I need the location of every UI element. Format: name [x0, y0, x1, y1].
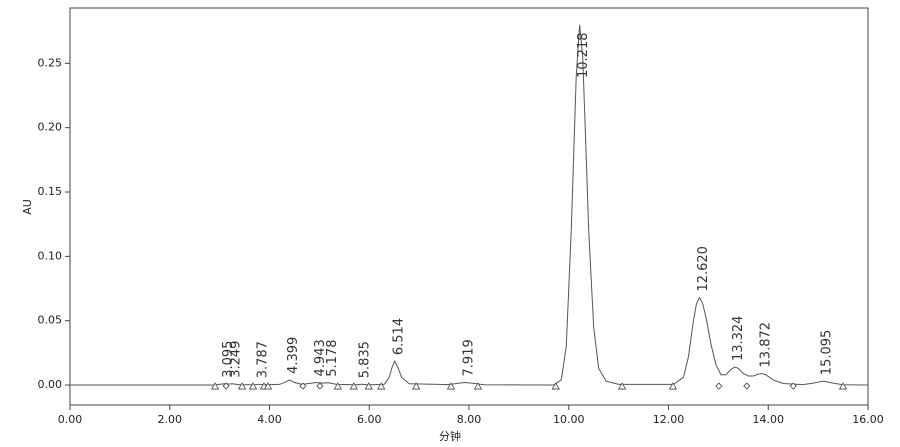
baseline-marker: [210, 382, 220, 390]
peak-label: 13.872: [758, 322, 773, 368]
peak-label: 10.218: [576, 33, 591, 79]
peak-label: 3.095: [221, 341, 236, 378]
x-tick-label: 12.00: [653, 413, 685, 426]
peak-label: 6.514: [391, 318, 406, 355]
peak-label: 12.620: [696, 246, 711, 292]
x-tick-label: 8.00: [457, 413, 482, 426]
baseline-marker: [263, 382, 273, 390]
baseline-marker: [299, 382, 307, 390]
peak-label: 5.178: [325, 340, 340, 377]
peak-label: 15.095: [819, 330, 834, 376]
peak-label: 3.787: [255, 341, 270, 378]
peak-label: 13.324: [731, 316, 746, 362]
y-tick-label: 0.15: [38, 185, 63, 198]
plot-frame: [69, 7, 869, 406]
x-tick-label: 2.00: [158, 413, 183, 426]
baseline-marker: [551, 382, 560, 390]
peak-label: 4.943: [313, 339, 328, 376]
peak-label: 3.249: [229, 341, 244, 378]
x-tick-label: 16.00: [852, 413, 884, 426]
baseline-marker: [617, 382, 627, 390]
peak-label: 7.919: [461, 339, 476, 376]
y-axis-label: AU: [21, 199, 34, 215]
x-tick-label: 6.00: [357, 413, 382, 426]
baseline-marker: [473, 382, 483, 390]
x-tick-label: 14.00: [753, 413, 785, 426]
x-tick-label: 10.00: [553, 413, 585, 426]
baseline-marker: [411, 382, 421, 390]
y-tick-label: 0.10: [38, 249, 63, 262]
baseline-marker: [446, 382, 456, 390]
baseline-marker: [237, 382, 247, 390]
baseline-marker: [377, 382, 386, 390]
baseline-marker: [789, 382, 797, 390]
baseline-marker: [333, 382, 343, 390]
baseline-marker: [743, 382, 751, 390]
peak-label: 4.399: [286, 337, 301, 374]
trace: [70, 24, 869, 386]
baseline-marker: [364, 382, 373, 390]
peak-label: 5.835: [358, 341, 373, 378]
baseline-marker: [222, 382, 230, 390]
baseline-marker: [349, 382, 358, 390]
baseline-marker: [316, 382, 324, 390]
y-tick-label: 0.05: [38, 314, 63, 327]
baseline-marker: [248, 382, 258, 390]
x-axis-label: 分钟: [439, 429, 461, 443]
baseline-marker: [668, 382, 678, 390]
baseline-marker: [838, 382, 848, 390]
y-tick-label: 0.20: [38, 121, 63, 134]
baseline-marker: [715, 382, 723, 390]
y-tick-label: 0.00: [38, 378, 63, 391]
x-tick-label: 0.00: [58, 413, 83, 426]
x-tick-label: 4.00: [257, 413, 282, 426]
y-tick-label: 0.25: [38, 56, 63, 69]
